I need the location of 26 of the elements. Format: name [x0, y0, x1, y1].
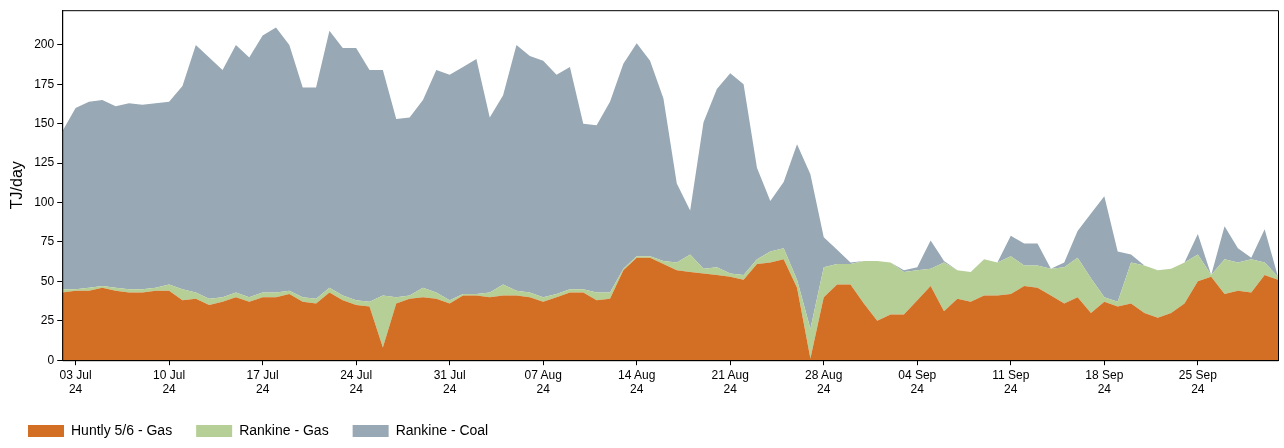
y-tick-label: 175 — [34, 76, 55, 91]
x-tick-label: 03 Jul 24 — [59, 367, 92, 397]
y-tick-label: 50 — [40, 273, 55, 288]
y-tick-label: 75 — [40, 234, 55, 249]
y-tick-label: 200 — [34, 37, 55, 52]
x-tick-label: 18 Sep 24 — [1085, 367, 1124, 397]
y-tick-label: 125 — [34, 155, 55, 170]
legend-label: Rankine - Gas — [239, 421, 329, 438]
x-tick-label: 21 Aug 24 — [711, 367, 749, 397]
x-tick-label: 14 Aug 24 — [618, 367, 656, 397]
x-tick-label: 10 Jul 24 — [153, 367, 186, 397]
y-tick-label: 100 — [34, 194, 55, 209]
x-tick-label: 17 Jul 24 — [246, 367, 279, 397]
x-tick-label: 11 Sep 24 — [992, 367, 1030, 397]
x-tick-label: 31 Jul 24 — [433, 367, 466, 397]
x-tick-label: 04 Sep 24 — [898, 367, 937, 397]
y-tick-label: 25 — [40, 313, 55, 328]
legend-label: Rankine - Coal — [395, 421, 489, 438]
x-tick-label: 25 Sep 24 — [1178, 367, 1218, 397]
x-tick-label: 07 Aug 24 — [524, 367, 562, 397]
legend-label: Huntly 5/6 - Gas — [71, 421, 173, 438]
y-tick-label: 150 — [34, 116, 55, 131]
x-tick-label: 24 Jul 24 — [340, 367, 373, 397]
y-axis-title: TJ/day — [8, 161, 26, 210]
y-tick-label: 0 — [47, 352, 55, 367]
x-tick-label: 28 Aug 24 — [805, 367, 843, 397]
